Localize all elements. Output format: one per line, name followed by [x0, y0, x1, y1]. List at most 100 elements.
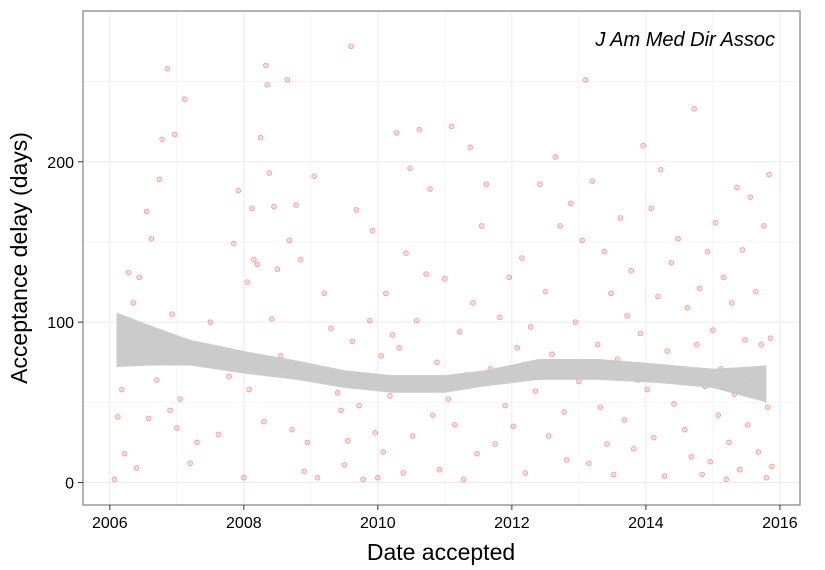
data-point: [492, 441, 498, 447]
data-point: [755, 449, 762, 455]
data-point: [172, 131, 178, 138]
data-point: [644, 386, 651, 393]
data-point: [710, 327, 716, 333]
x-tick-label: 2008: [226, 515, 262, 532]
x-tick-label: 2014: [628, 515, 664, 532]
data-point: [349, 338, 356, 345]
data-point: [688, 454, 695, 460]
data-point: [301, 468, 307, 475]
data-point: [715, 412, 722, 418]
data-point: [284, 77, 291, 83]
data-point: [694, 341, 700, 348]
data-point: [360, 476, 366, 483]
data-point: [664, 348, 671, 354]
data-point: [744, 422, 751, 428]
data-point: [356, 402, 362, 409]
data-point: [765, 404, 771, 410]
data-point: [429, 412, 436, 418]
data-point: [736, 466, 743, 473]
x-tick-label: 2006: [92, 515, 128, 532]
data-point: [226, 373, 232, 380]
data-point: [542, 288, 549, 295]
data-point: [552, 154, 559, 160]
data-point: [369, 227, 376, 234]
data-point: [230, 240, 237, 247]
data-point: [182, 96, 188, 103]
data-point: [628, 268, 634, 274]
data-point: [589, 178, 596, 184]
data-point: [348, 43, 354, 50]
x-axis-title: Date accepted: [367, 539, 515, 565]
data-point: [445, 396, 452, 402]
data-point: [572, 319, 579, 325]
data-point: [681, 426, 688, 433]
data-point: [456, 328, 463, 335]
data-point: [286, 237, 293, 244]
data-point: [594, 341, 601, 348]
data-point: [720, 274, 727, 281]
data-point: [723, 476, 730, 483]
data-point: [366, 317, 373, 324]
data-point: [712, 219, 719, 226]
data-point: [604, 441, 610, 447]
data-point: [734, 184, 740, 191]
data-point: [597, 404, 604, 410]
data-point: [396, 345, 403, 351]
data-point: [631, 446, 637, 452]
data-point: [519, 255, 525, 261]
data-point: [470, 300, 476, 306]
data-point: [169, 311, 175, 317]
data-point: [264, 81, 271, 88]
data-point: [769, 463, 775, 470]
data-point: [111, 476, 118, 483]
panel-background: [83, 11, 800, 505]
data-point: [640, 142, 646, 149]
data-point: [668, 260, 675, 266]
data-point: [125, 269, 132, 276]
data-point: [707, 458, 714, 465]
data-point: [119, 386, 125, 393]
data-point: [244, 279, 250, 285]
data-point: [655, 293, 661, 300]
data-point: [403, 250, 409, 256]
data-point: [413, 317, 420, 324]
data-point: [752, 288, 759, 295]
data-point: [608, 290, 614, 297]
data-point: [400, 470, 407, 476]
data-point: [704, 248, 711, 255]
data-point: [121, 450, 128, 457]
data-point: [407, 165, 413, 171]
data-point: [568, 200, 574, 207]
data-point: [251, 256, 257, 263]
data-point: [235, 187, 242, 194]
data-point: [159, 136, 165, 143]
panel-border: [82, 10, 801, 506]
data-point: [657, 166, 664, 173]
data-point: [393, 130, 400, 136]
data-point: [380, 449, 387, 455]
data-point: [601, 248, 608, 255]
data-point: [532, 388, 539, 394]
data-point: [289, 426, 295, 433]
data-point: [545, 433, 552, 439]
data-point: [561, 409, 567, 415]
data-point: [423, 271, 429, 277]
data-point: [293, 202, 299, 208]
data-point: [699, 471, 705, 478]
data-point: [671, 401, 677, 407]
data-point: [460, 476, 467, 483]
data-point: [586, 460, 592, 467]
data-point: [739, 247, 746, 253]
data-point: [661, 473, 668, 479]
data-point: [246, 386, 252, 393]
data-point: [372, 430, 378, 436]
data-point: [156, 176, 163, 183]
data-point: [691, 106, 697, 112]
data-point: [269, 316, 275, 322]
data-point: [311, 173, 317, 180]
data-point: [621, 417, 628, 423]
data-point: [728, 300, 735, 306]
data-point: [696, 285, 703, 292]
data-point: [427, 186, 433, 192]
confidence-band: [116, 312, 767, 403]
